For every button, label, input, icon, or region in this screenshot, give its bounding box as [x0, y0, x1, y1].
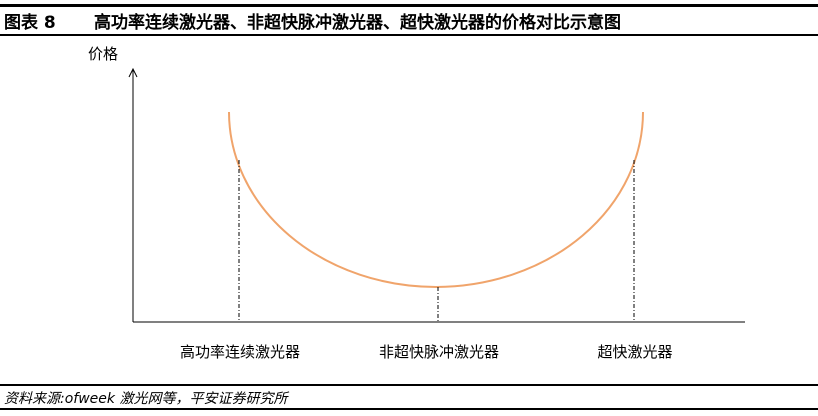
category-label: 超快激光器 — [597, 343, 673, 361]
top-rule — [0, 4, 818, 7]
source-top-rule — [0, 384, 818, 386]
category-label: 高功率连续激光器 — [179, 343, 301, 361]
title-rule — [0, 34, 818, 36]
figure-title: 图表 8 高功率连续激光器、非超快脉冲激光器、超快激光器的价格对比示意图 — [4, 8, 621, 33]
y-axis-label: 价格 — [88, 45, 119, 63]
source-bottom-rule — [0, 408, 818, 410]
source-note: 资料来源:ofweek 激光网等，平安证券研究所 — [4, 391, 288, 407]
category-label: 非超快脉冲激光器 — [378, 343, 500, 361]
figure-number: 图表 8 — [4, 13, 56, 33]
price-curve — [228, 111, 644, 288]
y-axis-arrow-icon — [128, 67, 138, 78]
figure-title-text: 高功率连续激光器、非超快脉冲激光器、超快激光器的价格对比示意图 — [94, 13, 621, 33]
